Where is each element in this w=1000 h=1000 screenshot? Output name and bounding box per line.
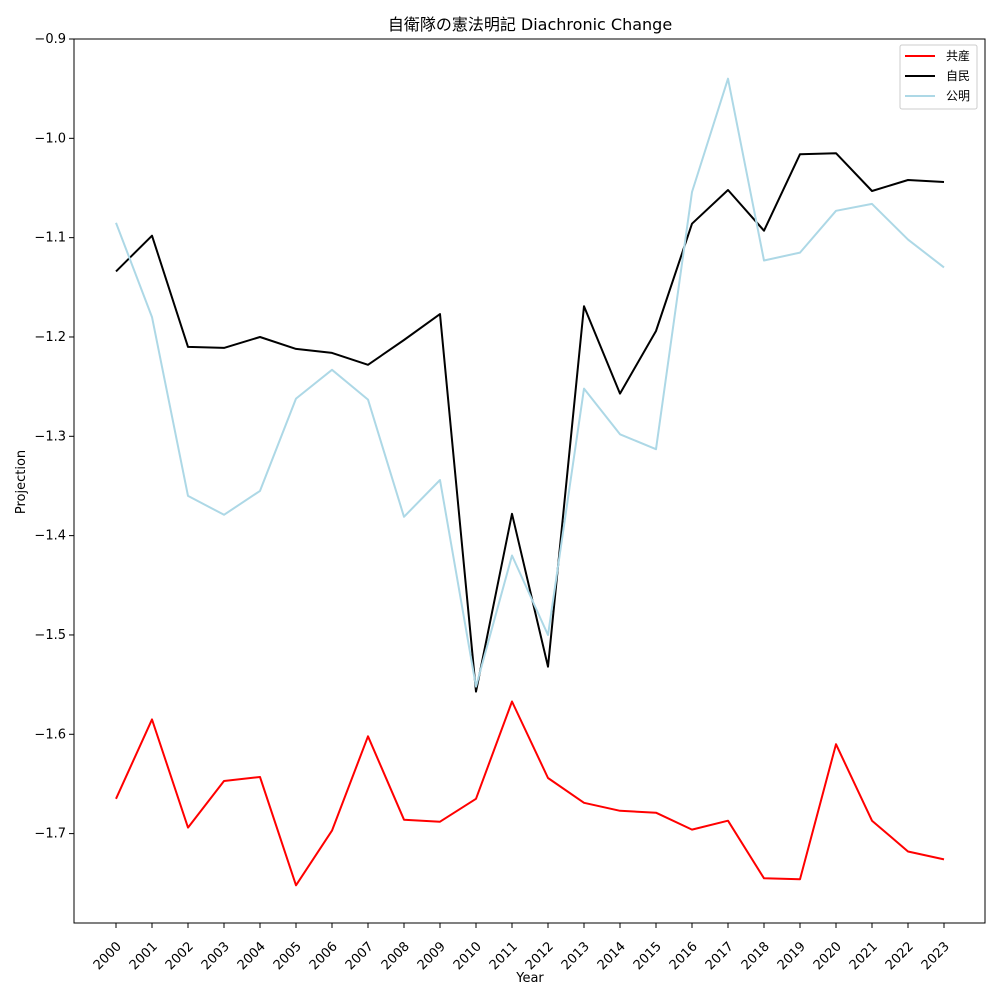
legend-label: 自民 xyxy=(946,69,970,83)
series-lines xyxy=(115,77,945,887)
y-tick-label: −1.2 xyxy=(34,330,66,345)
x-tick-label: 2023 xyxy=(919,939,953,973)
x-tick-label: 2004 xyxy=(235,939,269,973)
y-tick-label: −1.4 xyxy=(34,529,66,544)
y-axis-label: Projection xyxy=(14,450,29,514)
x-tick-label: 2003 xyxy=(199,939,233,973)
x-tick-label: 2000 xyxy=(91,939,125,973)
x-tick-label: 2019 xyxy=(775,939,809,973)
y-tick-label: −1.7 xyxy=(34,827,66,842)
x-tick-label: 2022 xyxy=(883,939,917,973)
y-tick-label: −1.5 xyxy=(34,628,66,643)
x-tick-label: 2011 xyxy=(487,939,521,973)
x-tick-label: 2016 xyxy=(667,939,701,973)
x-tick-label: 2012 xyxy=(523,939,557,973)
x-tick-label: 2013 xyxy=(559,939,593,973)
x-tick-label: 2015 xyxy=(631,939,665,973)
legend-label: 公明 xyxy=(946,89,970,103)
legend-label: 共産 xyxy=(946,48,970,63)
x-tick-label: 2002 xyxy=(163,939,197,973)
x-axis-label: Year xyxy=(515,971,544,986)
x-tick-label: 2014 xyxy=(595,939,629,973)
x-tick-label: 2021 xyxy=(847,939,881,973)
x-tick-label: 2008 xyxy=(379,939,413,973)
y-tick-label: −1.3 xyxy=(34,429,66,444)
x-tick-label: 2001 xyxy=(127,939,161,973)
x-tick-label: 2006 xyxy=(307,939,341,973)
x-tick-label: 2010 xyxy=(451,939,485,973)
legend-box xyxy=(899,44,978,110)
series-line xyxy=(115,152,945,693)
y-tick-label: −0.9 xyxy=(34,32,66,47)
y-tick-label: −1.1 xyxy=(34,231,66,246)
x-tick-label: 2005 xyxy=(271,939,305,973)
series-line xyxy=(115,77,945,688)
x-tick-label: 2020 xyxy=(811,939,845,973)
x-axis: 2000 2001 2002 2003 2004 2005 2006 2007 2008 2009… xyxy=(91,923,953,973)
x-tick-label: 2009 xyxy=(415,939,449,973)
y-tick-label: −1.6 xyxy=(34,727,66,742)
y-tick-label: −1.0 xyxy=(34,131,66,146)
plot-frame xyxy=(73,38,986,924)
x-tick-label: 2007 xyxy=(343,939,377,973)
x-tick-label: 2018 xyxy=(739,939,773,973)
x-tick-label: 2017 xyxy=(703,939,737,973)
series-line xyxy=(115,700,945,887)
chart-title: 自衛隊の憲法明記 Diachronic Change xyxy=(388,15,672,34)
y-axis: −0.9 −1.0 −1.1 −1.2 −1.3 −1.4 −1.5 −1.6 −1.7 xyxy=(34,32,74,842)
